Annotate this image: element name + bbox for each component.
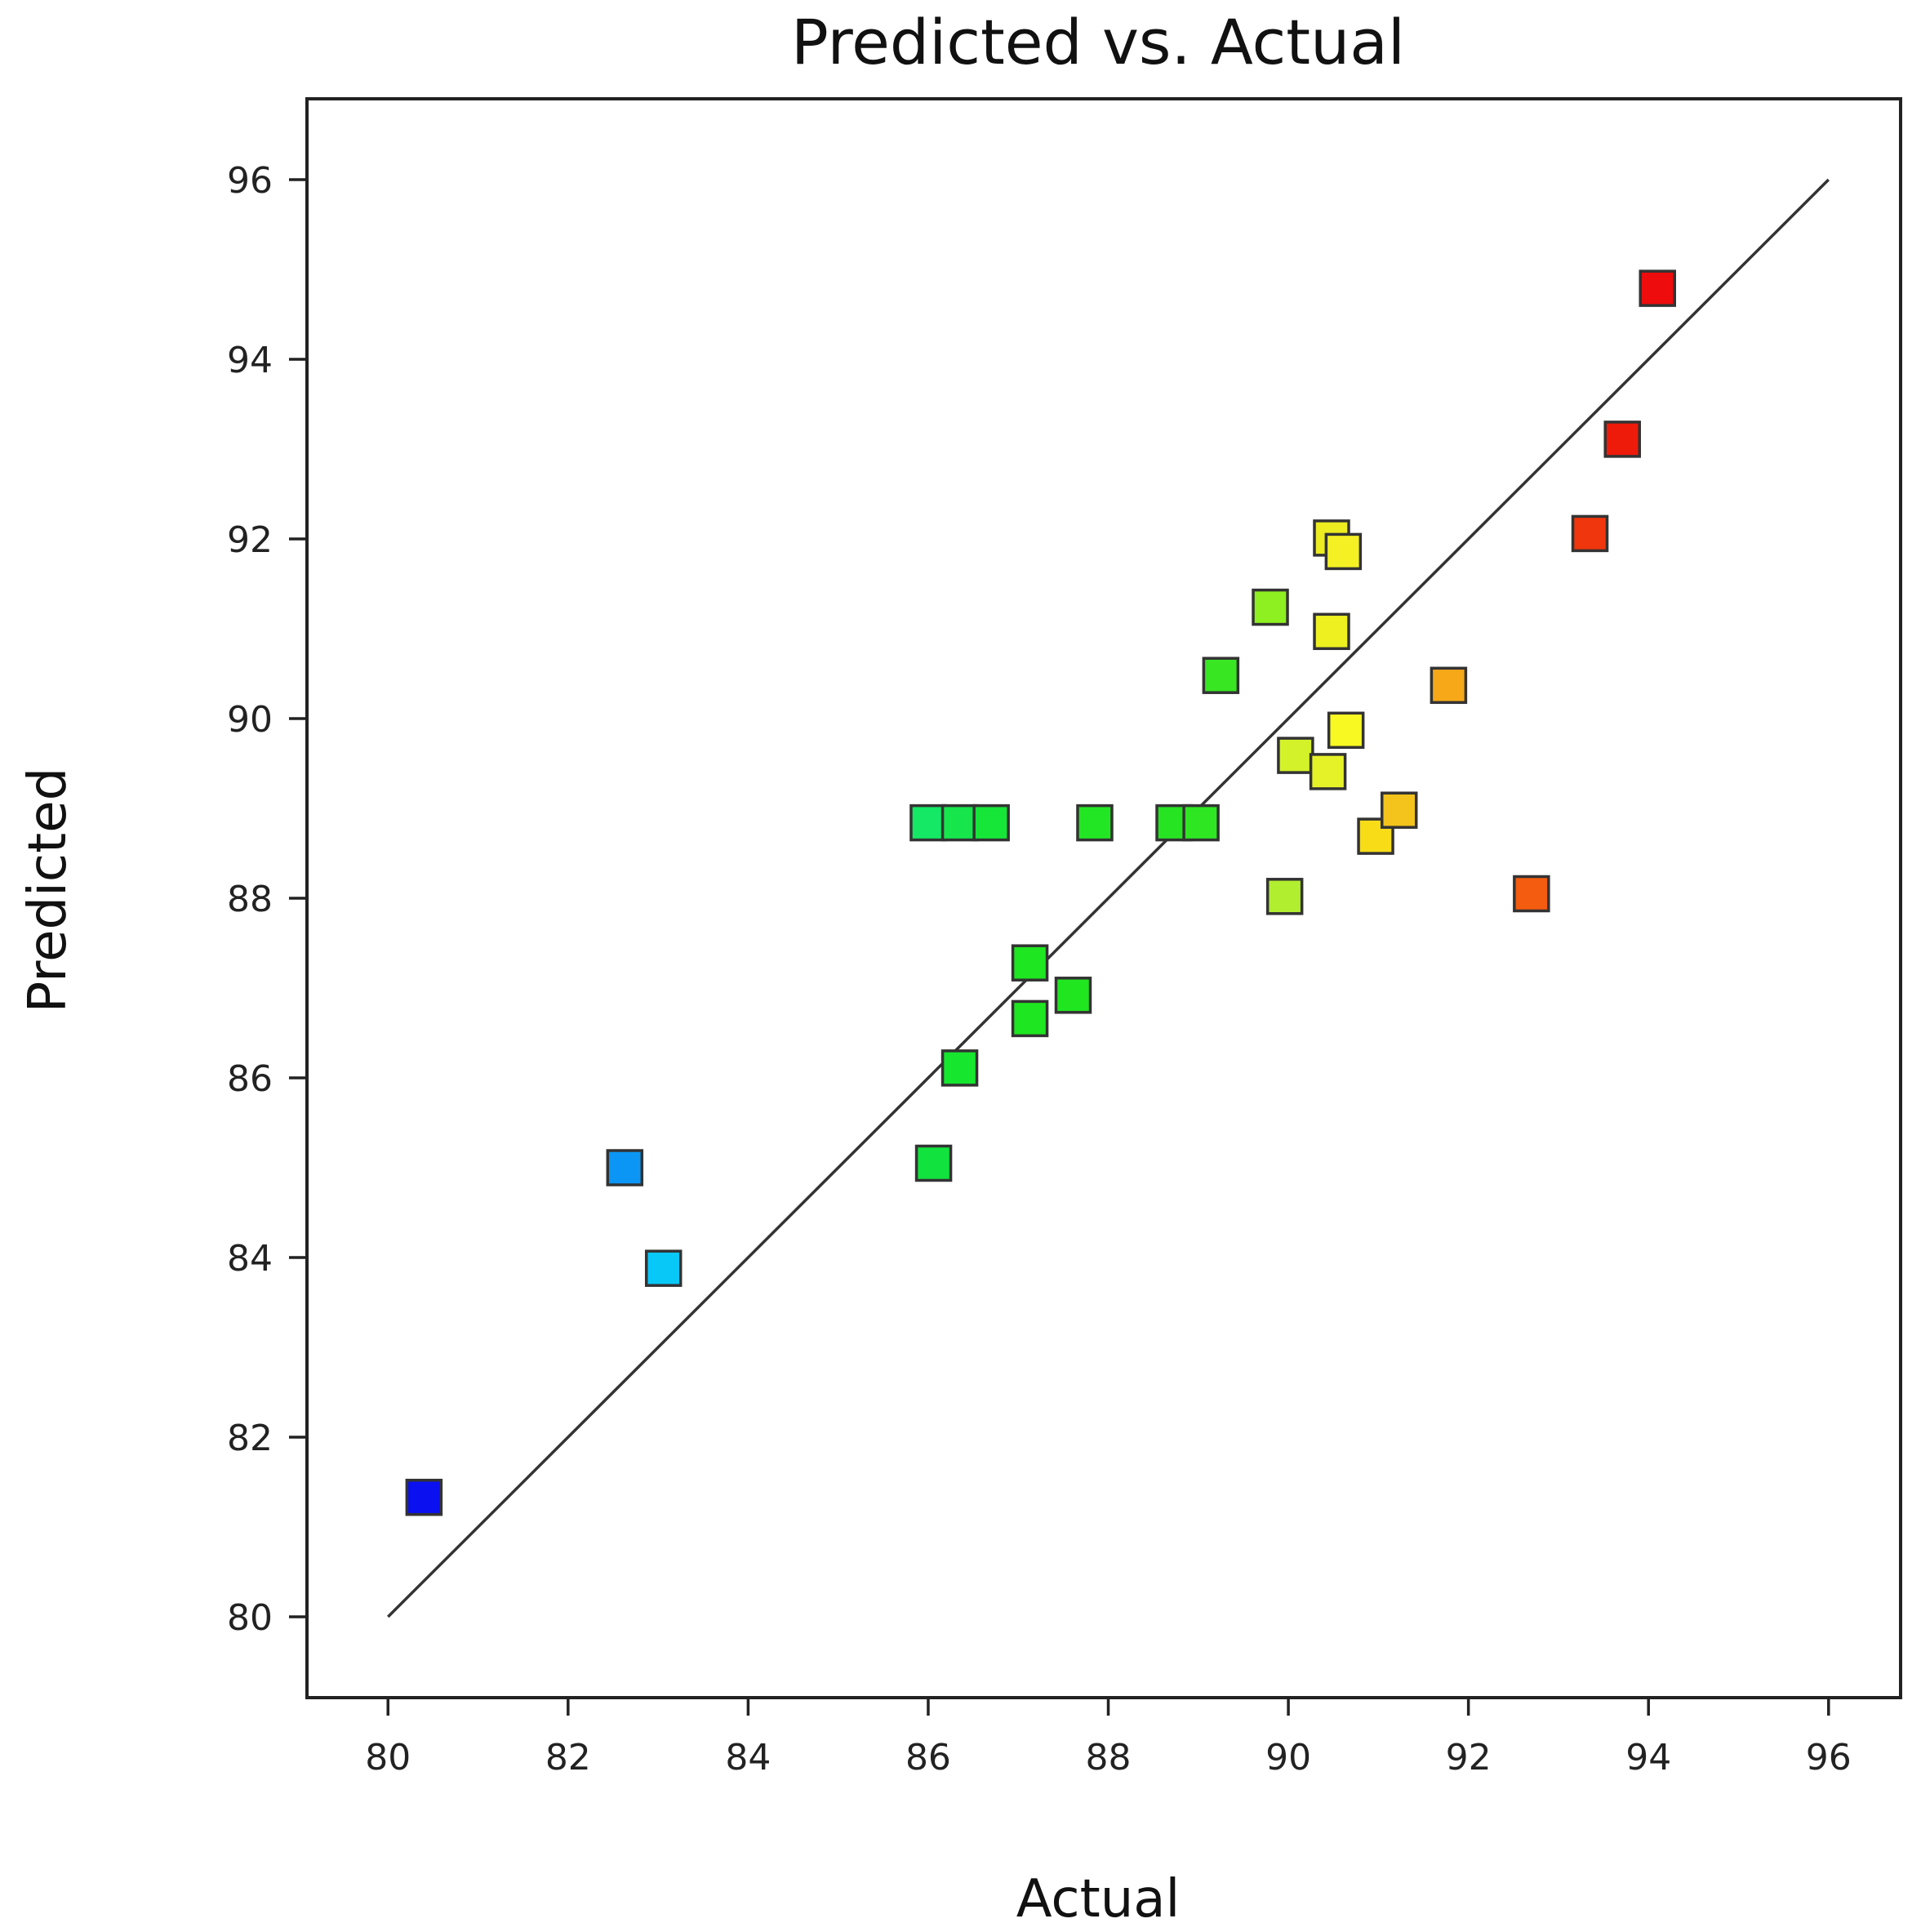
x-axis-label: Actual bbox=[1016, 1869, 1181, 1930]
data-point-16 bbox=[1265, 878, 1304, 915]
data-point-2 bbox=[644, 1249, 683, 1287]
y-tick-label: 86 bbox=[227, 1058, 273, 1100]
data-point-18 bbox=[1309, 753, 1347, 790]
data-point-21 bbox=[1324, 532, 1363, 571]
reference-line bbox=[387, 178, 1830, 1618]
y-axis: 80 82 84 86 88 90 92 94 96 bbox=[227, 160, 307, 1639]
data-point-26 bbox=[1513, 875, 1550, 913]
data-point-25 bbox=[1430, 666, 1468, 705]
data-point-19 bbox=[1313, 612, 1350, 651]
data-point-3 bbox=[914, 1144, 953, 1182]
x-tick-label: 90 bbox=[1265, 1737, 1311, 1778]
y-tick-label: 80 bbox=[227, 1597, 273, 1639]
data-points bbox=[405, 269, 1676, 1516]
data-point-8 bbox=[909, 804, 947, 842]
y-tick-label: 94 bbox=[227, 340, 273, 381]
data-point-17 bbox=[1277, 737, 1314, 774]
x-tick-label: 86 bbox=[905, 1737, 951, 1778]
data-point-7 bbox=[1054, 977, 1092, 1014]
y-tick-label: 88 bbox=[227, 879, 273, 920]
chart-title: Predicted vs. Actual bbox=[791, 6, 1405, 78]
x-tick-label: 84 bbox=[725, 1737, 771, 1778]
data-point-1 bbox=[606, 1149, 644, 1186]
data-point-22 bbox=[1327, 711, 1365, 750]
y-tick-label: 92 bbox=[227, 519, 273, 561]
x-tick-label: 94 bbox=[1625, 1737, 1671, 1778]
y-tick-label: 82 bbox=[227, 1418, 273, 1459]
data-point-0 bbox=[405, 1478, 443, 1516]
data-point-23 bbox=[1357, 817, 1394, 855]
data-point-24 bbox=[1380, 791, 1418, 829]
data-point-27 bbox=[1571, 514, 1609, 553]
data-point-11 bbox=[1076, 804, 1114, 842]
x-tick-label: 96 bbox=[1806, 1737, 1852, 1778]
x-tick-label: 82 bbox=[545, 1737, 591, 1778]
x-tick-label: 92 bbox=[1446, 1737, 1492, 1778]
y-tick-label: 84 bbox=[227, 1238, 273, 1280]
y-tick-label: 96 bbox=[227, 160, 273, 202]
data-point-14 bbox=[1202, 657, 1240, 694]
y-tick-label: 90 bbox=[227, 699, 273, 741]
x-axis: 80 82 84 86 88 90 92 94 96 bbox=[365, 1698, 1852, 1778]
data-point-10 bbox=[972, 804, 1010, 842]
data-point-5 bbox=[1011, 944, 1049, 982]
x-tick-label: 80 bbox=[365, 1737, 411, 1778]
data-point-4 bbox=[940, 1049, 979, 1087]
data-point-15 bbox=[1252, 588, 1289, 626]
data-point-9 bbox=[940, 804, 979, 842]
data-point-29 bbox=[1639, 269, 1676, 307]
reference-line-group bbox=[387, 178, 1830, 1618]
data-point-13 bbox=[1182, 804, 1220, 842]
data-point-28 bbox=[1603, 421, 1641, 458]
y-axis-label: Predicted bbox=[18, 768, 78, 1013]
x-tick-label: 88 bbox=[1086, 1737, 1132, 1778]
data-point-6 bbox=[1011, 999, 1049, 1038]
